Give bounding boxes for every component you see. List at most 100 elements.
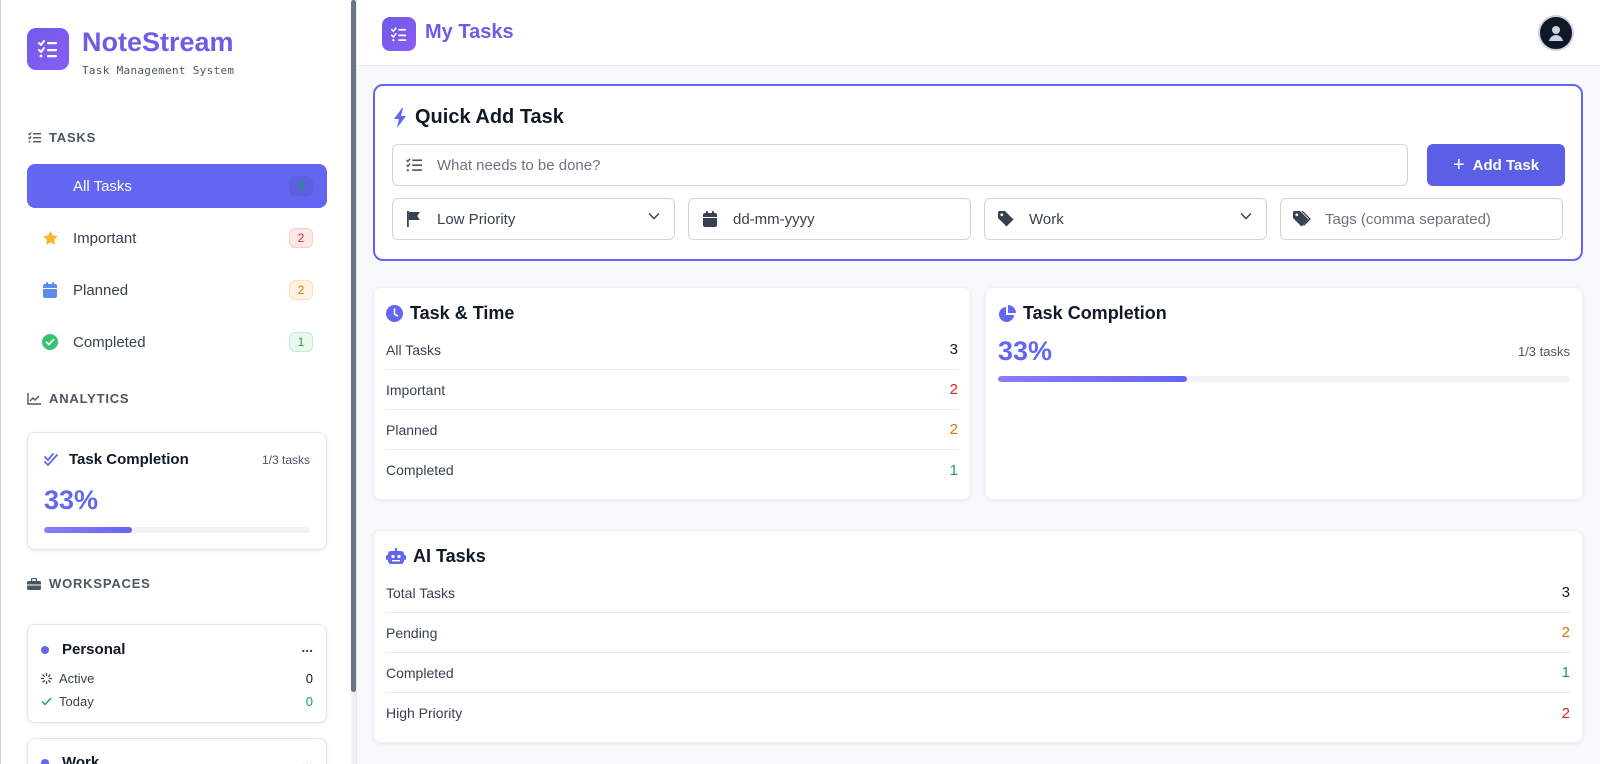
sidebar-item-label: Planned xyxy=(73,281,129,299)
stat-label: High Priority xyxy=(386,705,463,721)
workspace-today-label: Today xyxy=(59,694,94,709)
task-input[interactable]: What needs to be done? xyxy=(392,144,1408,186)
completion-meta: 1/3 tasks xyxy=(1517,344,1570,359)
workspace-name-text: Personal xyxy=(62,641,126,658)
workspaces-section-text: WORKSPACES xyxy=(49,576,151,591)
stat-value: 2 xyxy=(1561,704,1570,722)
workspace-card-personal[interactable]: Personal ... Active 0 Today 0 xyxy=(27,624,327,723)
due-date-placeholder: dd-mm-yyyy xyxy=(733,210,815,228)
ai-tasks-title: AI Tasks xyxy=(413,546,486,566)
analytics-section-label: ANALYTICS xyxy=(27,391,129,406)
chevron-down-icon xyxy=(1240,212,1252,220)
workspace-today-row: Today 0 xyxy=(41,694,313,709)
checklist-icon xyxy=(27,28,69,70)
double-check-icon xyxy=(44,452,59,467)
list-check-icon xyxy=(27,131,41,145)
stat-label: Total Tasks xyxy=(386,584,455,601)
avatar[interactable] xyxy=(1538,15,1574,51)
completion-heading: Task Completion xyxy=(44,451,189,468)
task-time-title: Task & Time xyxy=(410,303,515,323)
stat-row: Pending 2 xyxy=(386,613,1570,653)
workspace-dot xyxy=(41,645,49,654)
due-date-field[interactable]: dd-mm-yyyy xyxy=(688,198,971,240)
check-icon xyxy=(41,697,53,706)
calendar-icon xyxy=(41,281,59,299)
ai-tasks-heading: AI Tasks xyxy=(386,546,486,567)
priority-select[interactable]: Low Priority xyxy=(392,198,675,240)
task-input-placeholder: What needs to be done? xyxy=(437,156,601,174)
brand-title: NoteStream xyxy=(82,27,234,57)
robot-icon xyxy=(386,548,406,565)
workspace-active-label: Active xyxy=(59,671,95,686)
stat-value: 1 xyxy=(949,461,958,479)
brand-subtitle: Task Management System xyxy=(82,64,235,77)
category-value: Work xyxy=(1029,210,1064,228)
quick-add-card: Quick Add Task What needs to be done? + … xyxy=(373,84,1583,261)
completion-progress-fill xyxy=(998,376,1187,382)
sidebar-scrollbar-thumb[interactable] xyxy=(351,0,356,692)
count-badge: 1 xyxy=(289,332,313,352)
line-chart-icon xyxy=(27,392,41,406)
stat-row: Important 2 xyxy=(386,370,958,410)
stat-row: Completed 1 xyxy=(386,450,958,490)
workspace-today-value: 0 xyxy=(305,694,313,709)
sidebar-item-label: All Tasks xyxy=(73,177,132,195)
stat-label: Planned xyxy=(386,421,438,438)
priority-value: Low Priority xyxy=(437,210,516,228)
more-options-button[interactable]: ... xyxy=(301,753,313,764)
sidebar-item-completed[interactable]: Completed 1 xyxy=(27,320,327,364)
task-time-heading: Task & Time xyxy=(386,303,514,324)
workspace-active-row: Active 0 xyxy=(41,671,313,686)
brand[interactable]: NoteStream Task Management System xyxy=(27,28,234,77)
workspace-name-text: Work xyxy=(62,754,100,764)
stat-value: 2 xyxy=(949,381,958,398)
tasks-section-text: TASKS xyxy=(49,130,97,145)
star-icon xyxy=(41,229,59,247)
stat-value: 2 xyxy=(1561,624,1570,641)
sidebar-item-important[interactable]: Important 2 xyxy=(27,216,327,260)
add-task-label: Add Task xyxy=(1472,156,1540,174)
category-select[interactable]: Work xyxy=(984,198,1267,240)
workspace-name: Personal xyxy=(41,641,125,658)
completion-progress-bar xyxy=(998,376,1570,382)
stat-label: Important xyxy=(386,381,446,398)
ai-tasks-card: AI Tasks Total Tasks 3 Pending 2 Complet… xyxy=(373,530,1583,743)
stat-value: 1 xyxy=(1561,664,1570,681)
spinner-icon xyxy=(41,673,53,684)
task-completion-heading: Task Completion xyxy=(998,303,1167,324)
stat-row: Planned 2 xyxy=(386,410,958,450)
stat-label: Completed xyxy=(386,462,454,478)
tags-placeholder: Tags (comma separated) xyxy=(1325,210,1491,228)
list-check-icon xyxy=(405,158,423,172)
calendar-icon xyxy=(701,211,719,227)
check-circle-icon xyxy=(41,333,59,351)
add-task-button[interactable]: + Add Task xyxy=(1427,144,1565,186)
stat-row: Total Tasks 3 xyxy=(386,573,1570,613)
top-header: My Tasks xyxy=(357,0,1600,66)
stat-row: High Priority 2 xyxy=(386,693,1570,733)
briefcase-icon xyxy=(27,577,41,591)
workspace-name: Work xyxy=(41,754,99,764)
workspace-card-work[interactable]: Work ... xyxy=(27,738,327,764)
completion-percent: 33% xyxy=(998,336,1053,366)
completion-title: Task Completion xyxy=(69,451,189,468)
stat-label: Pending xyxy=(386,624,438,641)
completion-progress-bar xyxy=(44,527,310,533)
sidebar-item-all-tasks[interactable]: All Tasks 3 xyxy=(27,164,327,208)
count-badge: 3 xyxy=(289,176,313,196)
flag-icon xyxy=(405,211,423,227)
quick-add-title: Quick Add Task xyxy=(415,106,564,128)
all-tasks-icon xyxy=(41,177,59,195)
bolt-icon xyxy=(393,107,407,128)
sidebar: NoteStream Task Management System TASKS … xyxy=(0,0,350,764)
sidebar-divider xyxy=(356,0,357,764)
page-title: My Tasks xyxy=(425,21,514,43)
quick-add-heading: Quick Add Task xyxy=(393,106,564,129)
task-completion-title: Task Completion xyxy=(1023,303,1167,323)
count-badge: 2 xyxy=(289,280,313,300)
pie-chart-icon xyxy=(998,304,1016,323)
stat-value: 3 xyxy=(1561,584,1570,601)
sidebar-item-planned[interactable]: Planned 2 xyxy=(27,268,327,312)
tags-input[interactable]: Tags (comma separated) xyxy=(1280,198,1563,240)
more-options-button[interactable]: ... xyxy=(301,639,313,655)
